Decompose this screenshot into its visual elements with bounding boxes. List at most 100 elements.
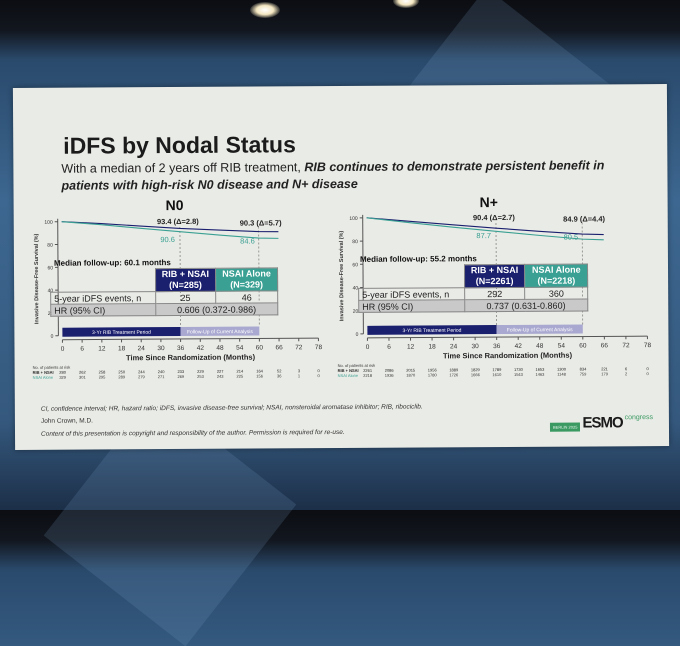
x-tick-label: 12 — [98, 345, 106, 352]
events-label: 5-year iDFS events, n — [51, 292, 156, 305]
y-tick-label: 0 — [51, 334, 54, 340]
at-risk-nsai-count: 2 — [625, 371, 628, 376]
at-risk-nsai-count: 329 — [59, 375, 66, 380]
median-followup: Median follow-up: 55.2 months — [360, 254, 477, 264]
at-risk-nsai-count: 289 — [118, 374, 125, 379]
subtitle-plain: With a median of 2 years off RIB treatme… — [61, 160, 304, 175]
logo-city: BERLIN 2025 — [550, 423, 581, 432]
stage-light — [393, 0, 419, 8]
at-risk-nsai-count: 1 — [298, 373, 301, 378]
at-risk-nsai-count: 1780 — [428, 372, 438, 377]
at-risk-nsai-count: 271 — [158, 374, 165, 379]
y-tick-label: 80 — [352, 239, 358, 245]
at-risk-nsai-label: NSAI Alone — [338, 373, 359, 378]
nsai-n: (N=2218) — [537, 276, 575, 286]
at-risk-nsai-count: 1463 — [535, 372, 545, 377]
events-label: 5-year iDFS events, n — [359, 288, 465, 301]
rib-3yr-label: 90.4 (Δ=2.7) — [473, 213, 515, 222]
x-tick-label: 12 — [407, 344, 415, 351]
at-risk-nsai-count: 2218 — [363, 373, 373, 378]
x-tick-label: 42 — [515, 343, 523, 350]
x-axis-title: Time Since Randomization (Months) — [443, 351, 573, 361]
at-risk-nsai-count: 1543 — [514, 372, 524, 377]
author-name: John Crown, M.D. — [41, 418, 93, 425]
x-tick-label: 0 — [61, 346, 65, 353]
x-axis-title: Time Since Randomization (Months) — [126, 353, 256, 363]
at-risk-nsai-count: 1726 — [449, 372, 459, 377]
hr-label: HR (95% CI) — [359, 300, 465, 313]
rib-5yr-label: 90.3 (Δ=5.7) — [240, 218, 282, 227]
table-corner — [51, 269, 156, 293]
nsai-header: NSAI Alone(N=2218) — [525, 264, 588, 287]
rib-header-label: RIB + NSAI — [162, 269, 209, 279]
slide-subtitle: With a median of 2 years off RIB treatme… — [61, 157, 651, 195]
nsai-events: 46 — [216, 291, 278, 303]
x-tick-label: 48 — [536, 343, 544, 350]
y-tick-label: 0 — [356, 332, 359, 338]
rib-3yr-label: 93.4 (Δ=2.8) — [157, 217, 199, 226]
hr-value: 0.606 (0.372-0.986) — [155, 303, 277, 316]
esmo-logo: BERLIN 2025 ESMO congress — [550, 414, 653, 432]
x-tick-label: 18 — [118, 345, 126, 352]
median-followup: Median follow-up: 60.1 months — [54, 258, 171, 268]
x-tick-label: 72 — [295, 344, 303, 351]
y-tick-label: 100 — [44, 220, 53, 226]
at-risk-nsai-label: NSAI Alone — [33, 375, 54, 380]
nsai-3yr-label: 90.6 — [160, 235, 175, 244]
x-tick-label: 6 — [387, 344, 391, 351]
slide-title: iDFS by Nodal Status — [63, 131, 296, 159]
copyright-notice: Content of this presentation is copyrigh… — [41, 429, 345, 438]
rib-header: RIB + NSAI(N=285) — [155, 268, 216, 291]
at-risk-nsai-count: 0 — [647, 371, 650, 376]
followup-period-label: Follow-Up of Current Analysis — [187, 329, 253, 335]
followup-period-label: Follow-Up of Current Analysis — [507, 327, 573, 333]
at-risk-nsai-count: 1148 — [557, 372, 566, 377]
at-risk-nsai-count: 253 — [197, 374, 204, 379]
y-axis-title: Invasive Disease-Free Survival (%) — [339, 231, 346, 322]
at-risk-nsai-count: 179 — [601, 371, 608, 376]
rib-header: RIB + NSAI(N=2261) — [464, 264, 525, 287]
at-risk-nsai-count: 0 — [318, 373, 321, 378]
at-risk-nsai-count: 759 — [580, 371, 587, 376]
x-tick-label: 78 — [644, 342, 652, 349]
at-risk-nsai-count: 279 — [138, 374, 145, 379]
x-tick-label: 54 — [236, 345, 244, 352]
x-axis — [367, 336, 647, 338]
treatment-period-label: 3-Yr RIB Treatment Period — [403, 328, 462, 334]
rib-5yr-label: 84.9 (Δ=4.4) — [563, 214, 605, 223]
x-tick-label: 0 — [366, 344, 370, 351]
at-risk-nsai-count: 243 — [217, 374, 224, 379]
y-axis-title: Invasive Disease-Free Survival (%) — [34, 233, 41, 324]
y-tick-label: 100 — [349, 216, 358, 222]
x-tick-label: 36 — [493, 343, 501, 350]
x-tick-label: 60 — [579, 342, 587, 349]
nsai-header: NSAI Alone(N=329) — [216, 268, 278, 291]
at-risk-nsai-count: 269 — [177, 374, 184, 379]
logo-suffix: congress — [625, 414, 653, 421]
rib-events: 292 — [464, 287, 525, 299]
at-risk-nsai-count: 156 — [256, 373, 263, 378]
x-tick-label: 30 — [472, 343, 480, 350]
x-tick-label: 36 — [177, 345, 185, 352]
rib-header-label: RIB + NSAI — [471, 265, 518, 275]
at-risk-nsai-count: 225 — [237, 374, 244, 379]
x-tick-label: 48 — [216, 345, 224, 352]
y-tick-label: 80 — [47, 243, 53, 249]
at-risk-nsai-count: 36 — [277, 373, 282, 378]
events-table: RIB + NSAI(N=2261) NSAI Alone(N=2218) 5-… — [358, 263, 588, 312]
at-risk-nsai-count: 1610 — [492, 372, 502, 377]
nsai-events: 360 — [525, 287, 588, 299]
x-tick-label: 60 — [256, 344, 264, 351]
at-risk-nsai-count: 1666 — [471, 372, 481, 377]
x-tick-label: 78 — [315, 344, 323, 351]
table-corner — [358, 265, 464, 289]
hr-label: HR (95% CI) — [51, 304, 156, 317]
x-tick-label: 30 — [157, 345, 165, 352]
nsai-header-label: NSAI Alone — [222, 268, 271, 278]
x-tick-label: 42 — [197, 345, 205, 352]
logo-name: ESMO — [582, 414, 622, 431]
nsai-5yr-label: 80.5 — [564, 233, 579, 242]
stage-light — [250, 2, 280, 18]
rib-events: 25 — [155, 291, 215, 303]
